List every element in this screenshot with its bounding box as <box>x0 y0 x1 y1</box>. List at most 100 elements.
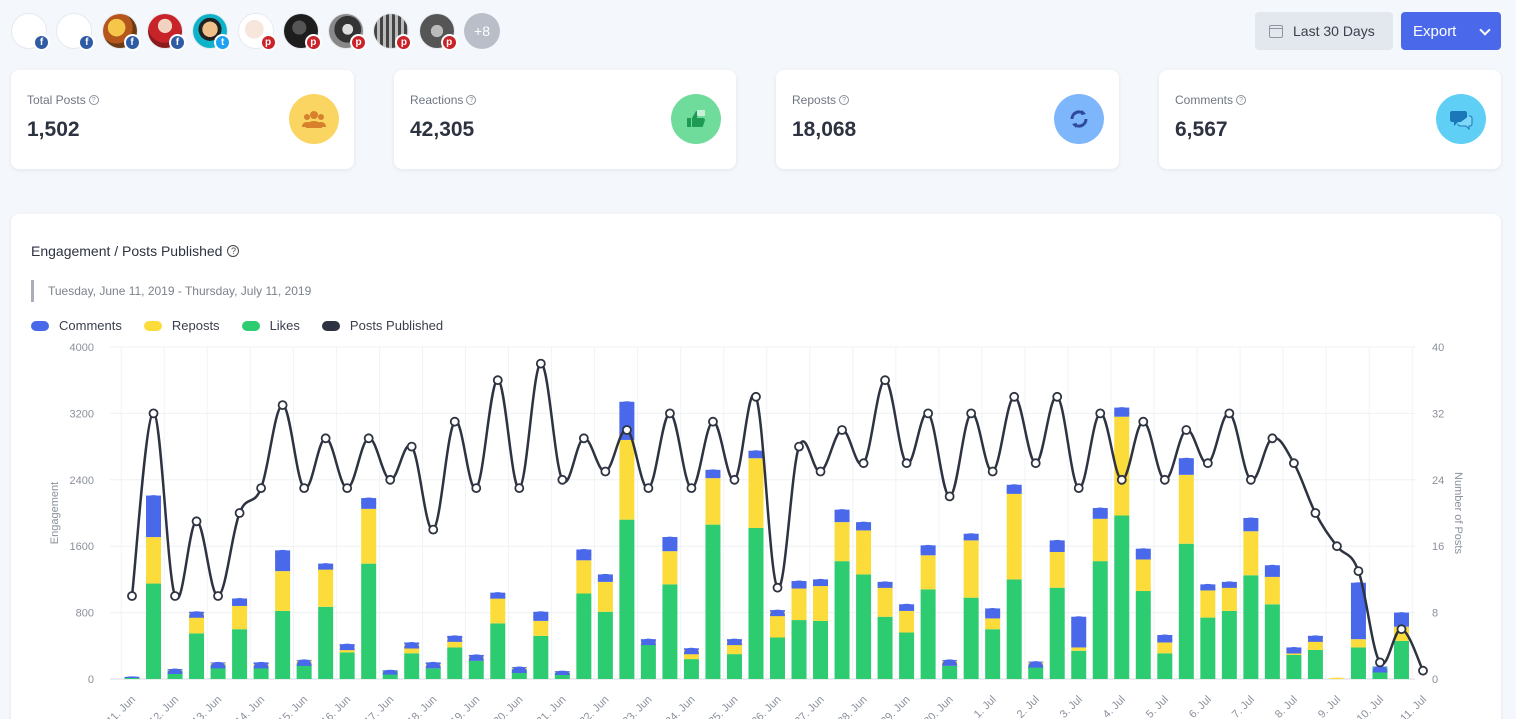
y2-tick-label: 24 <box>1432 475 1444 487</box>
help-icon[interactable]: ? <box>88 95 99 105</box>
bar-stack <box>1393 612 1409 679</box>
bar-stack <box>942 659 958 679</box>
repost-icon <box>1054 94 1104 144</box>
bar-reposts <box>920 555 936 590</box>
bar-reposts <box>705 478 721 525</box>
account-avatar[interactable]: f <box>146 13 186 51</box>
bar-stack <box>726 638 742 679</box>
account-avatar[interactable]: t <box>192 13 232 51</box>
stat-card-reactions: Reactions? 42,305 <box>394 70 736 169</box>
y-tick-label: 0 <box>88 674 94 686</box>
posts-point <box>428 524 439 535</box>
legend-item-likes[interactable]: Likes <box>241 318 300 333</box>
posts-point <box>1116 474 1127 485</box>
x-tick-label: 25. Jun <box>707 694 741 719</box>
bar-top <box>189 611 205 618</box>
bar-likes <box>1157 653 1173 679</box>
stat-label: Total Posts <box>27 93 86 107</box>
help-icon[interactable]: ? <box>1236 95 1247 105</box>
bar-reposts <box>146 537 162 584</box>
bar-reposts <box>490 598 506 624</box>
bar-stack <box>705 469 721 679</box>
bar-top <box>533 611 549 618</box>
bar-stack <box>511 666 527 679</box>
posts-point <box>1159 474 1170 485</box>
date-range-button[interactable]: Last 30 Days <box>1255 12 1393 50</box>
bar-reposts <box>899 610 915 633</box>
posts-point <box>363 433 374 444</box>
bar-top <box>468 654 484 661</box>
bar-reposts <box>189 613 205 634</box>
bar-likes <box>1372 667 1388 679</box>
bar-likes <box>1071 650 1087 679</box>
bar-likes <box>1049 587 1065 679</box>
help-icon[interactable]: ? <box>839 95 850 105</box>
bar-top <box>167 668 183 675</box>
bar-top <box>748 450 764 457</box>
bar-stack <box>189 611 205 679</box>
bar-likes <box>511 669 527 679</box>
y-tick-label: 1600 <box>70 541 94 553</box>
help-icon[interactable]: ? <box>466 95 477 105</box>
bar-reposts <box>361 508 377 564</box>
bar-likes <box>339 652 355 679</box>
bar-top <box>726 638 742 646</box>
facebook-icon: f <box>78 34 96 51</box>
legend-item-posts-published[interactable]: Posts Published <box>321 318 443 333</box>
bar-likes <box>146 583 162 679</box>
bar-stack <box>296 659 312 679</box>
bar-reposts <box>275 571 291 611</box>
calendar-icon <box>1269 24 1283 38</box>
account-avatar[interactable]: p <box>237 13 277 51</box>
bar-likes <box>597 611 613 679</box>
account-avatar[interactable]: p <box>282 13 322 51</box>
account-avatar[interactable]: p <box>418 13 458 51</box>
stat-card-comments: Comments? 6,567 <box>1159 70 1501 169</box>
bar-stack <box>1114 407 1130 679</box>
bar-stack <box>748 450 764 679</box>
export-button[interactable]: Export <box>1401 12 1501 50</box>
account-avatar[interactable]: f <box>101 13 141 51</box>
account-avatar[interactable]: p <box>328 13 368 51</box>
bar-top <box>1092 507 1108 515</box>
posts-point <box>277 400 288 411</box>
account-avatar[interactable]: f <box>56 13 96 51</box>
users-icon <box>289 94 339 144</box>
bar-stack <box>1092 507 1108 679</box>
posts-point <box>557 474 568 485</box>
bar-top <box>124 676 140 678</box>
bar-top <box>985 607 1001 615</box>
bar-stack <box>834 509 850 679</box>
bar-stack <box>253 661 269 679</box>
account-avatar[interactable]: f <box>11 13 50 51</box>
bar-stack <box>1049 539 1065 679</box>
bar-stack <box>920 544 936 679</box>
bar-top <box>963 533 979 540</box>
bar-stack <box>813 578 829 679</box>
posts-point <box>987 466 998 477</box>
bar-stack <box>554 670 570 679</box>
bar-reposts <box>1135 559 1151 592</box>
posts-point <box>1418 665 1428 676</box>
bar-top <box>1393 612 1409 619</box>
x-tick-label: 30. Jun <box>922 694 956 719</box>
bar-reposts <box>1307 639 1323 650</box>
export-label: Export <box>1413 22 1457 40</box>
bar-comments <box>1350 582 1366 640</box>
x-tick-label: 19. Jun <box>448 694 482 719</box>
legend-item-comments[interactable]: Comments <box>31 318 122 333</box>
bar-likes <box>425 668 441 679</box>
posts-point <box>837 425 847 435</box>
bar-reposts <box>877 586 893 617</box>
posts-point <box>858 458 869 469</box>
x-tick-label: 8. Jul <box>1273 694 1300 719</box>
bar-likes <box>210 664 226 679</box>
bar-likes <box>683 659 699 679</box>
bar-stack <box>597 573 613 679</box>
chart-legend: Comments Reposts Likes Posts Published <box>31 318 443 333</box>
more-accounts-button[interactable]: +8 <box>464 13 500 49</box>
bar-likes <box>1264 604 1280 679</box>
account-avatar[interactable]: p <box>373 13 413 51</box>
legend-item-reposts[interactable]: Reposts <box>143 318 220 333</box>
help-icon[interactable]: ? <box>227 245 240 257</box>
